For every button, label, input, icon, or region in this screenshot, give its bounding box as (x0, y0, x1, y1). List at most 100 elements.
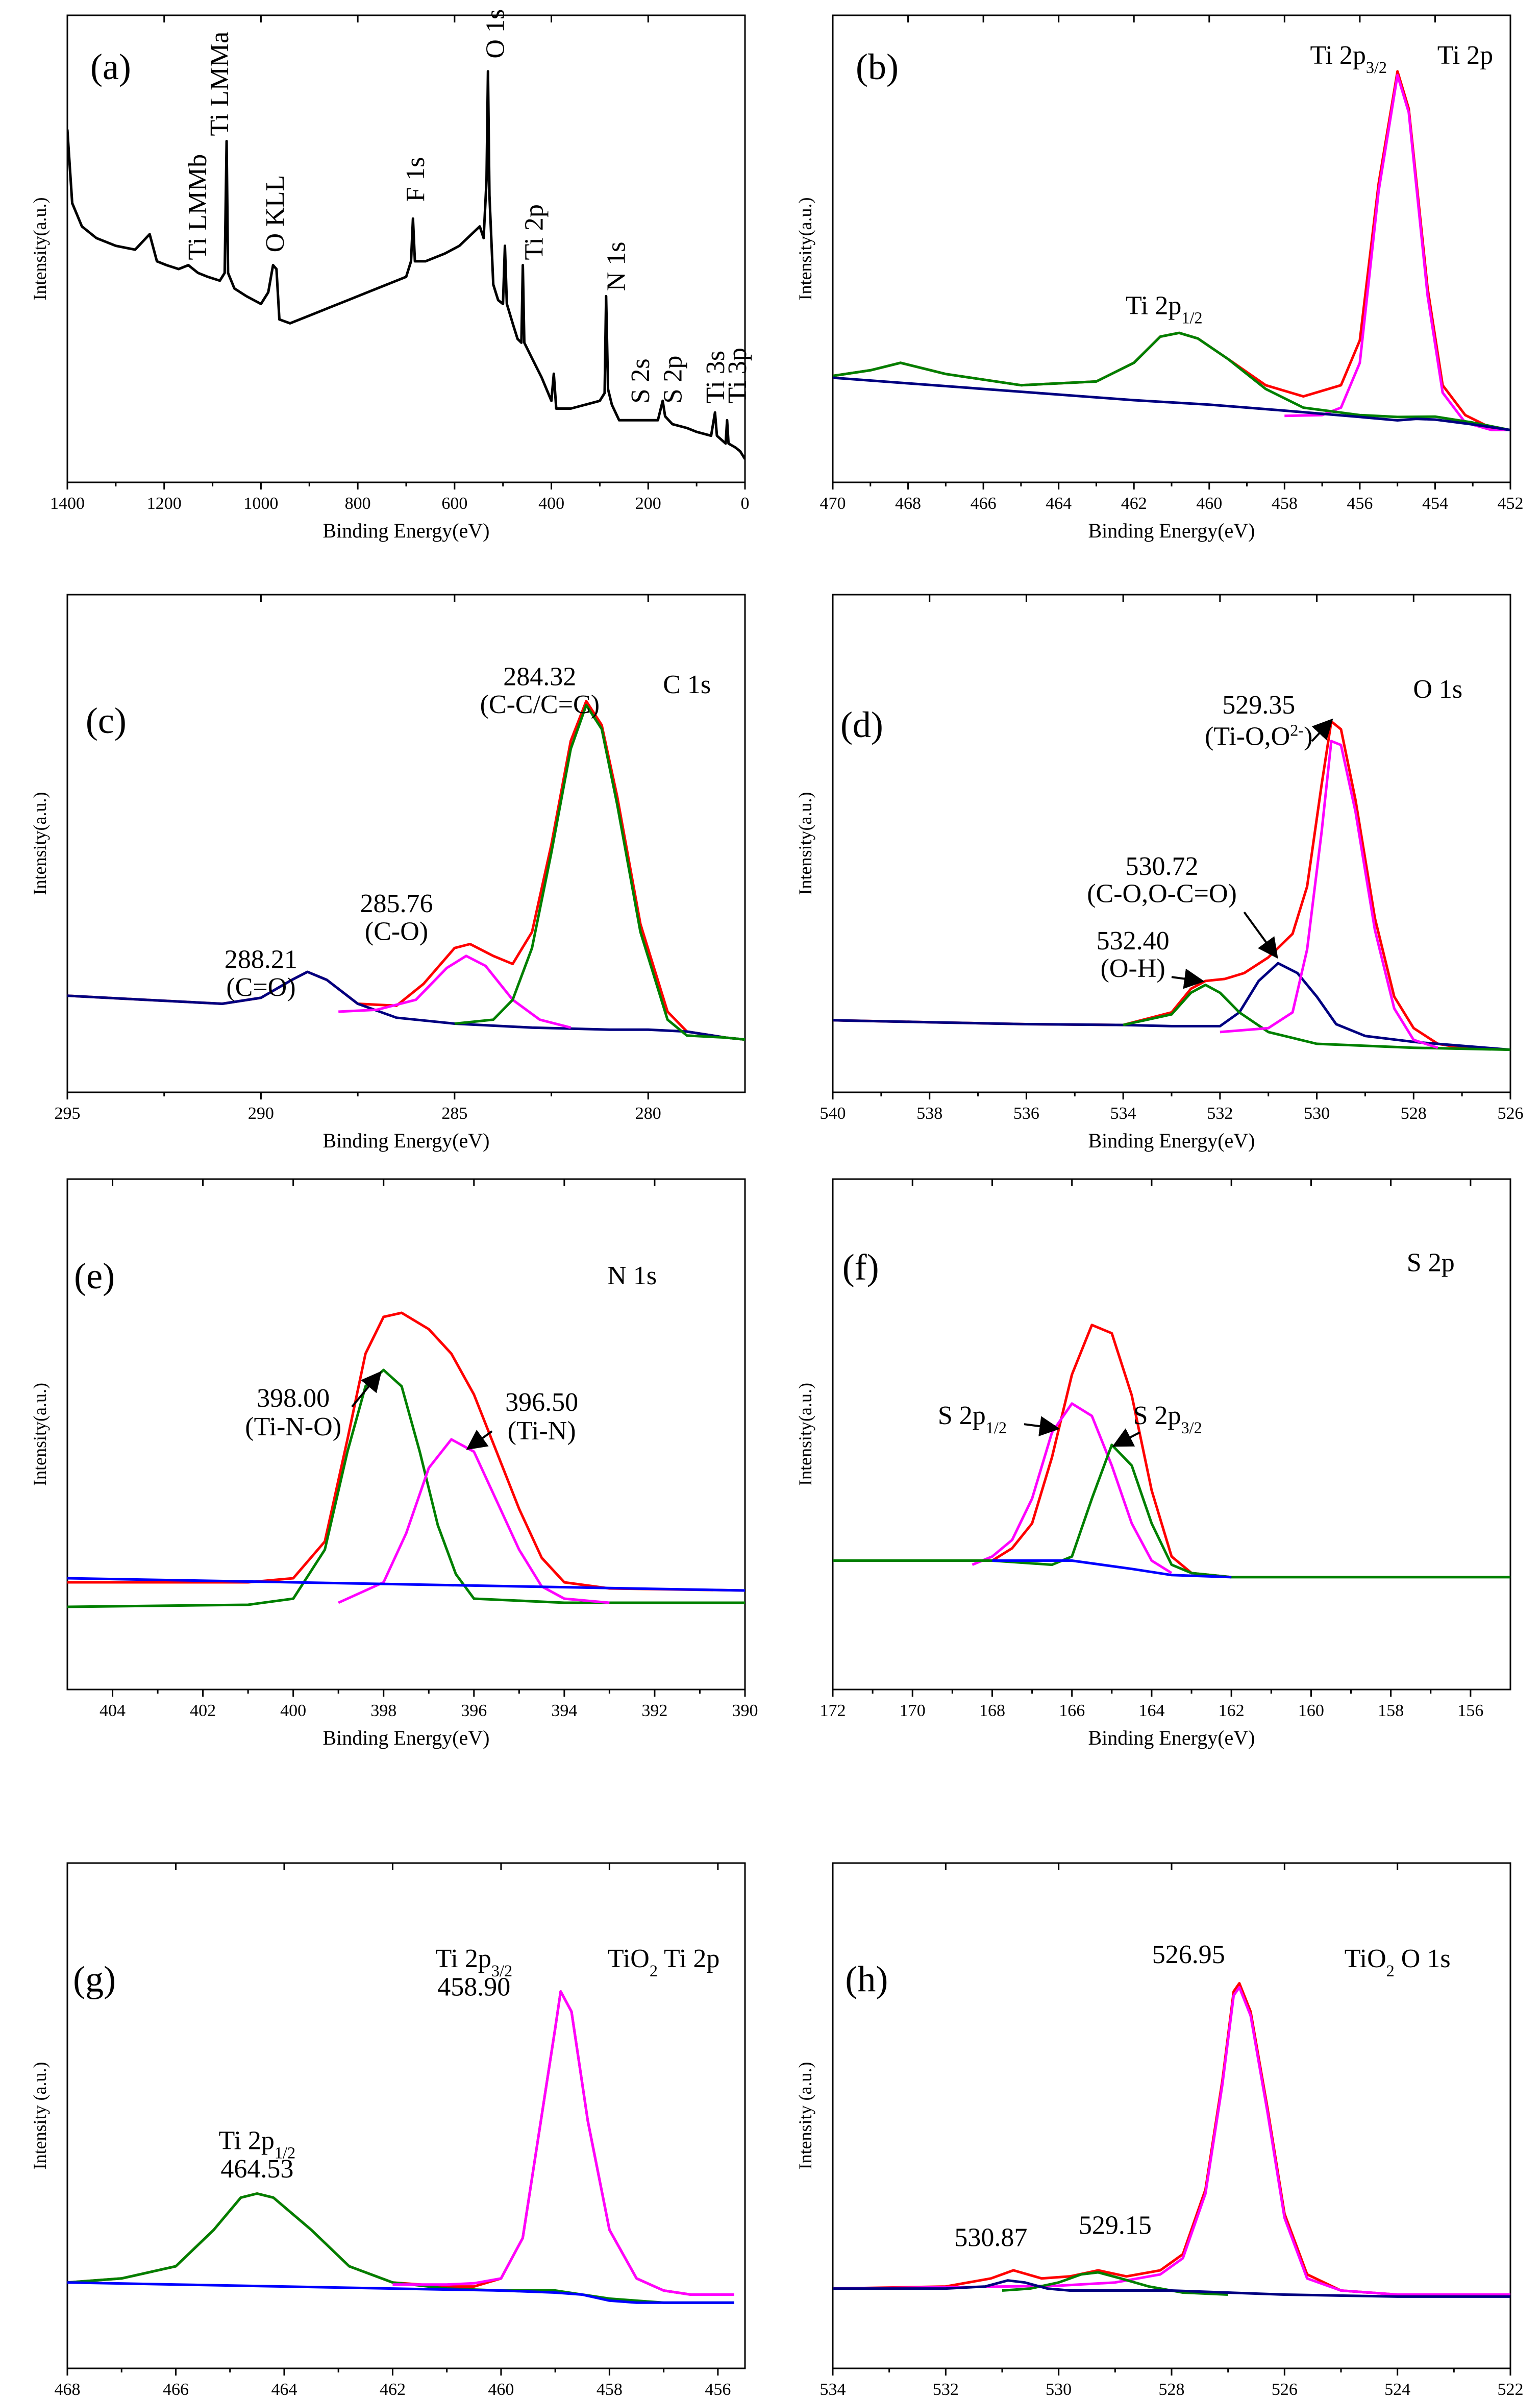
series-line (992, 1559, 1232, 1579)
x-tick-label: 800 (345, 494, 371, 513)
x-tick-label: 0 (741, 494, 750, 513)
peak-label: (C-O) (365, 917, 428, 946)
y-axis-label: Intensity(a.u.) (30, 1383, 50, 1486)
peak-label: 532.40 (1097, 926, 1170, 956)
x-tick-label: 470 (820, 494, 846, 513)
series-line (67, 1311, 745, 1592)
panel-letter: (a) (90, 46, 131, 87)
y-axis-label: Intensity(a.u.) (795, 792, 815, 895)
plot-frame-b (832, 14, 1511, 483)
x-tick-label: 458 (1272, 494, 1298, 513)
peak-label: (Ti-N) (508, 1416, 576, 1446)
x-tick-label: 462 (380, 2380, 406, 2399)
panel-letter: (b) (856, 46, 899, 87)
plot-frame-e (66, 1178, 746, 1691)
panel-letter: (e) (74, 1256, 115, 1296)
x-tick-label: 600 (441, 494, 467, 513)
y-axis-label: Intensity(a.u.) (30, 198, 50, 301)
plot-frame-a (66, 14, 746, 483)
x-tick-label: 392 (641, 1701, 667, 1720)
y-axis-label: Intensity (a.u.) (30, 2062, 50, 2170)
series-line (67, 970, 745, 1041)
panel-g: 468466464462460458456Binding Energy (eV)… (30, 1862, 746, 2399)
x-tick-label: 464 (271, 2380, 297, 2399)
series-line (833, 1986, 1510, 2296)
x-tick-label: 466 (163, 2380, 189, 2399)
panel-e: 404 402 400 398 396 394 392 390 Binding Energy(e… (30, 1178, 758, 1749)
x-tick-label: 158 (1378, 1701, 1404, 1720)
peak-label: N 1s (607, 1261, 657, 1290)
x-tick-label: 168 (979, 1701, 1005, 1720)
x-tick-label: 524 (1384, 2380, 1410, 2399)
peak-label: S 2p (1407, 1249, 1455, 1278)
peak-label: Ti 3s (701, 351, 730, 404)
peak-label: 529.35 (1222, 691, 1295, 720)
x-tick-label: 396 (461, 1701, 487, 1720)
peak-label: 464.53 (220, 2155, 293, 2184)
annotation-arrow (1024, 1416, 1060, 1437)
x-tick-label: 530 (1046, 2380, 1072, 2399)
peak-label: O 1s (1413, 675, 1462, 704)
panel-c: 295 290 285 280 Binding Energy(eV) Intensity(… (30, 594, 746, 1152)
peak-label: 529.15 (1079, 2211, 1152, 2240)
x-tick-label: 1200 (147, 494, 182, 513)
peak-label: S 2p3/2 (1133, 1401, 1202, 1437)
x-tick-label: 534 (1110, 1104, 1136, 1123)
plot-frame-d (832, 594, 1511, 1093)
x-tick-label: 390 (732, 1701, 758, 1720)
panel-letter: (d) (840, 704, 883, 745)
peak-label: 284.32 (503, 662, 576, 691)
x-axis-label: Binding Energy(eV) (323, 519, 490, 542)
x-tick-label: 456 (1347, 494, 1373, 513)
x-tick-label: 295 (55, 1104, 81, 1123)
series-line (833, 962, 1510, 1051)
x-tick-label: 460 (1196, 494, 1222, 513)
x-tick-label: 458 (597, 2380, 623, 2399)
panel-d: 540 538 536 534 532 530 528 526 Binding Energy(e… (795, 594, 1524, 1152)
series-line (338, 1438, 610, 1604)
x-tick-label: 166 (1059, 1701, 1085, 1720)
peak-label: (O-H) (1101, 954, 1165, 983)
series-line (67, 2192, 734, 2304)
x-tick-label: 290 (248, 1104, 274, 1123)
peak-label: 288.21 (225, 945, 297, 974)
y-axis-label: Intensity(a.u.) (30, 792, 50, 895)
series-line (67, 70, 745, 460)
peak-label: S 2s (626, 358, 655, 403)
peak-label: (C-C/C=C) (480, 690, 600, 719)
series-line (67, 1368, 745, 1608)
peak-label: 398.00 (257, 1384, 330, 1413)
plot-frame-g (66, 1862, 746, 2369)
x-tick-label: 464 (1046, 494, 1072, 513)
x-tick-label: 162 (1219, 1701, 1245, 1720)
x-axis-label: Binding Energy(eV) (1088, 1726, 1255, 1749)
plot-frame-c (66, 594, 746, 1093)
peak-label: Ti 2p (1437, 41, 1493, 70)
x-axis-label: Binding Energy(eV) (323, 1129, 490, 1152)
y-axis-label: Intensity(a.u.) (795, 198, 815, 301)
x-tick-label: 460 (488, 2380, 514, 2399)
series-line (1284, 74, 1510, 431)
peak-label: Ti 2p1/2 (1126, 291, 1203, 327)
x-tick-label: 462 (1121, 494, 1147, 513)
series-line (1220, 740, 1438, 1049)
series-line (392, 1990, 734, 2296)
x-tick-label: 394 (551, 1701, 577, 1720)
x-tick-label: 400 (280, 1701, 306, 1720)
x-tick-label: 200 (635, 494, 661, 513)
x-axis-label: Binding Energy(eV) (323, 1726, 490, 1749)
peak-label: 396.50 (505, 1388, 578, 1417)
annotation-arrow (1243, 911, 1278, 959)
peak-label: Ti 2p3/2 (1310, 41, 1387, 77)
x-tick-label: 526 (1498, 1104, 1524, 1123)
x-tick-label: 536 (1013, 1104, 1039, 1123)
x-tick-label: 160 (1298, 1701, 1324, 1720)
annotation-arrow (1112, 1428, 1140, 1447)
annotation-arrow (1311, 718, 1333, 742)
series-line (833, 2279, 1510, 2298)
peak-label: Ti 2p3/2 (436, 1944, 513, 1980)
series-line (67, 1990, 734, 2296)
x-tick-label: 402 (190, 1701, 216, 1720)
panel-letter: (c) (86, 700, 127, 741)
